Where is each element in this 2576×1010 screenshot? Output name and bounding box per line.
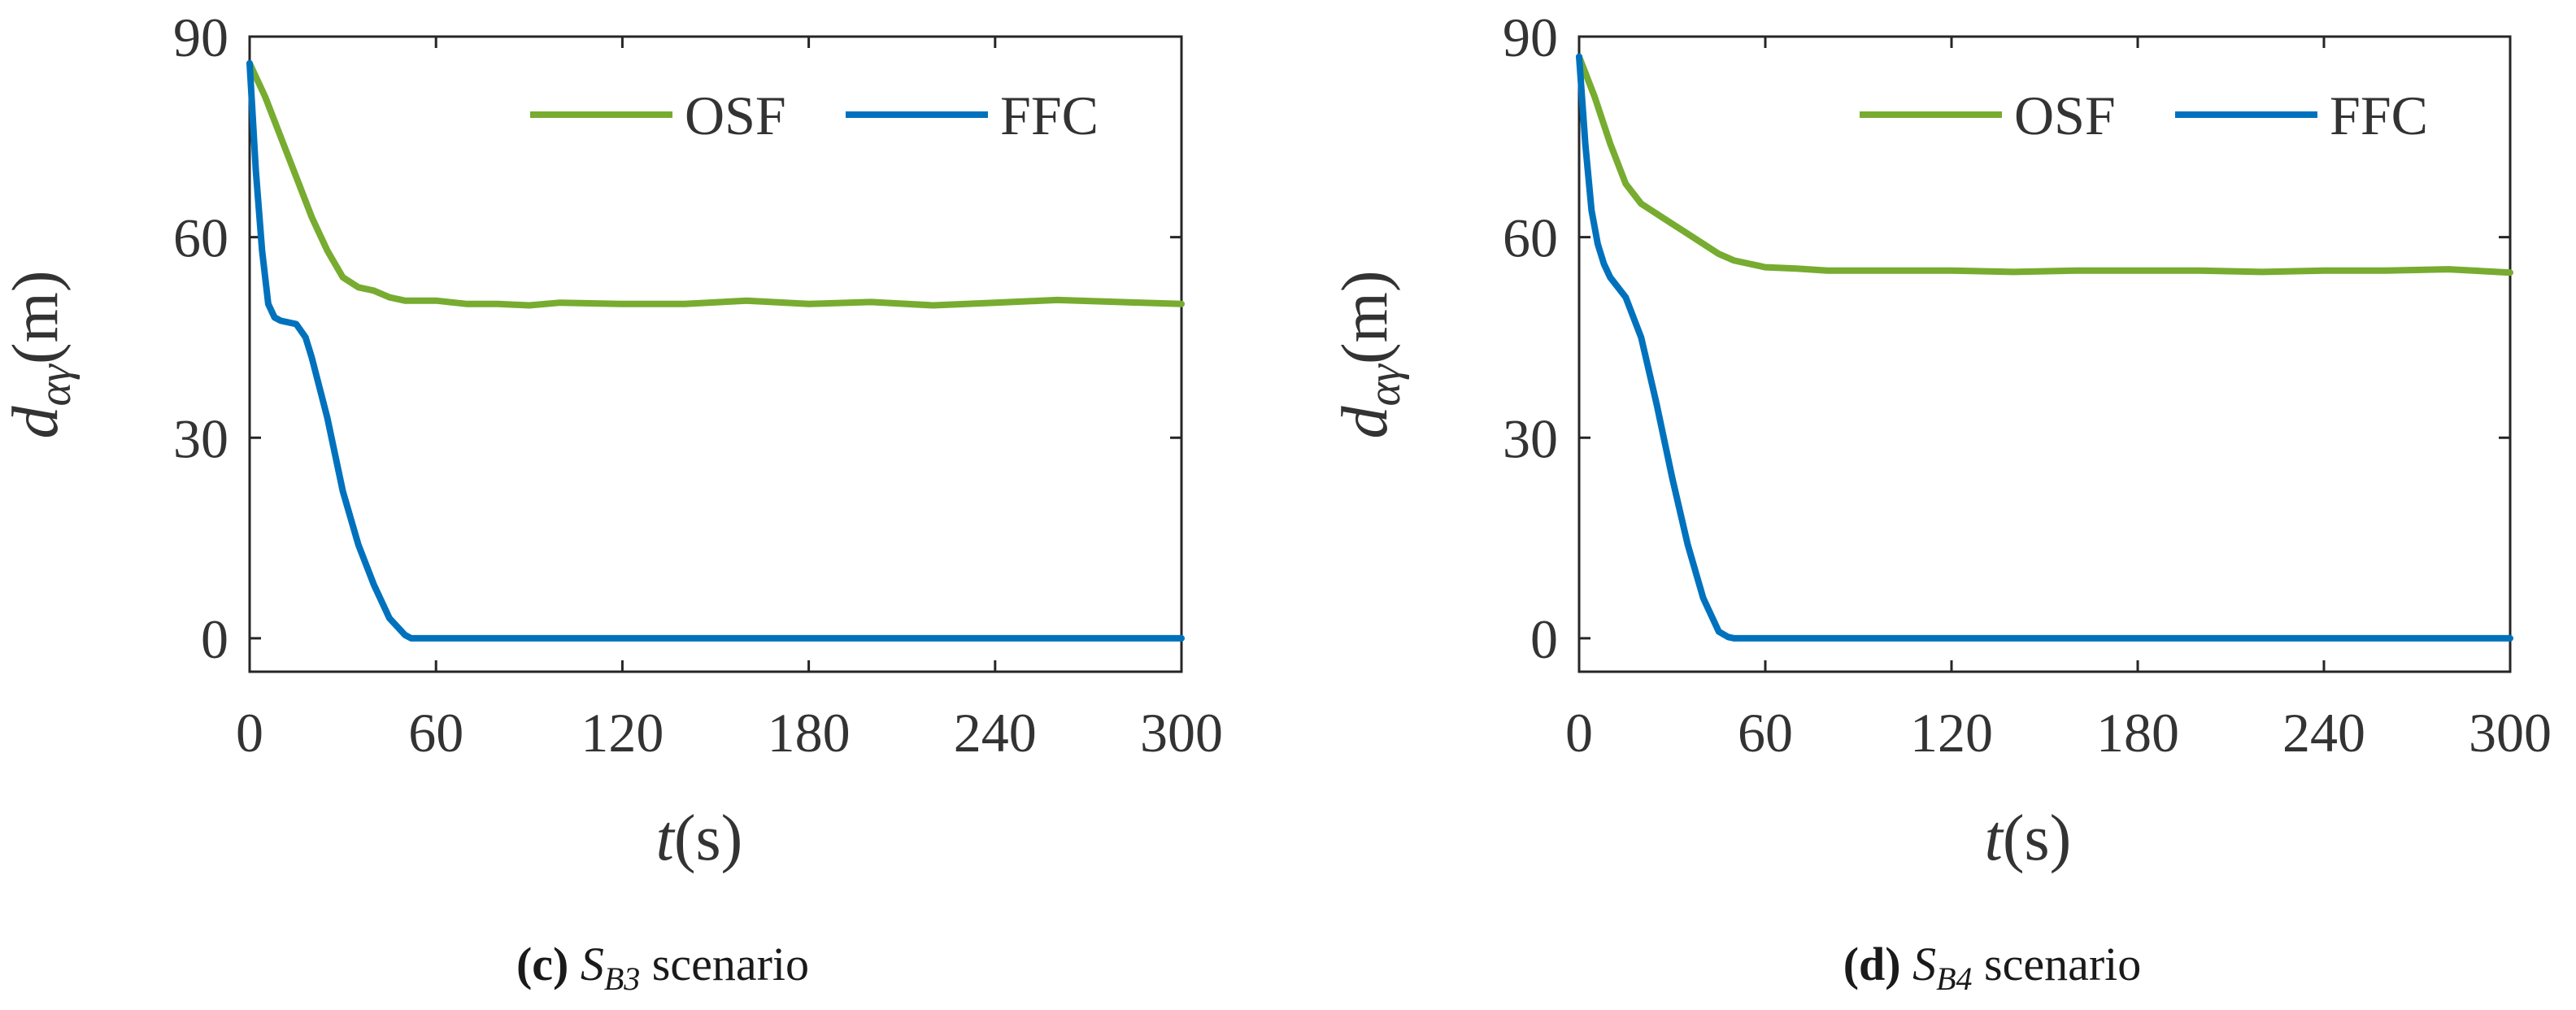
x-tick-label: 180 xyxy=(768,702,851,764)
x-tick-label: 120 xyxy=(581,702,664,764)
x-tick-label: 300 xyxy=(2469,702,2552,764)
caption-text: scenario xyxy=(640,938,809,990)
y-tick-label: 90 xyxy=(173,7,228,68)
caption-letter: (d) xyxy=(1843,938,1901,990)
chart-panel-c: 0 60 120 180 240 300 0 30 60 90 OSF FFC dαγ(m) t(s) (c… xyxy=(0,7,1223,997)
x-axis-label-unit: (s) xyxy=(2003,803,2071,874)
x-tick-label: 240 xyxy=(954,702,1037,764)
y-axis-label-unit: (m) xyxy=(0,271,72,365)
series-line-ffc xyxy=(246,59,1185,642)
legend: OSF FFC xyxy=(1860,85,2428,146)
caption-symbol: S xyxy=(581,938,604,990)
caption-symbol: S xyxy=(1912,938,1936,990)
plot-frame xyxy=(1577,35,2512,673)
y-tick-label: 0 xyxy=(1530,608,1558,670)
legend-label-osf: OSF xyxy=(685,85,786,146)
x-axis-label: t(s) xyxy=(656,803,743,874)
chart-panel-d: 0 60 120 180 240 300 0 30 60 90 OSF FFC dαγ(m) t(s) (d… xyxy=(1329,7,2552,997)
panel-caption: (c) SB3 scenario xyxy=(516,938,809,997)
x-tick-label: 120 xyxy=(1910,702,1993,764)
series-line-osf xyxy=(1576,53,2513,276)
x-axis-label-base: t xyxy=(656,803,676,874)
caption-subscript: B3 xyxy=(604,960,640,997)
series-line-ffc xyxy=(1576,53,2513,642)
x-tick-label: 0 xyxy=(236,702,263,764)
y-axis-label-subscript: αγ xyxy=(1360,363,1410,406)
x-tick-label: 60 xyxy=(1738,702,1793,764)
x-tick-label: 180 xyxy=(2096,702,2179,764)
caption-letter: (c) xyxy=(516,938,568,990)
y-axis-label: dαγ(m) xyxy=(1329,271,1410,439)
legend-label-ffc: FFC xyxy=(1000,85,1099,146)
y-tick-label: 30 xyxy=(1503,407,1558,469)
caption-text: scenario xyxy=(1973,938,2142,990)
y-axis-label: dαγ(m) xyxy=(0,271,80,439)
panel-caption: (d) SB4 scenario xyxy=(1843,938,2142,997)
caption-subscript: B4 xyxy=(1936,960,1972,997)
x-tick-label: 0 xyxy=(1565,702,1593,764)
y-tick-label: 90 xyxy=(1503,7,1558,68)
y-axis-label-base: d xyxy=(1329,405,1401,438)
y-tick-label: 0 xyxy=(201,608,228,670)
legend: OSF FFC xyxy=(530,85,1099,146)
y-axis-label-base: d xyxy=(0,405,72,438)
legend-label-ffc: FFC xyxy=(2330,85,2428,146)
plot-frame xyxy=(248,35,1183,673)
legend-label-osf: OSF xyxy=(2014,85,2116,146)
x-axis-label-unit: (s) xyxy=(674,803,742,874)
y-axis-label-subscript: αγ xyxy=(30,363,80,406)
x-tick-label: 240 xyxy=(2282,702,2365,764)
x-axis-label-base: t xyxy=(1985,803,2004,874)
y-tick-label: 60 xyxy=(1503,207,1558,269)
x-tick-label: 60 xyxy=(408,702,463,764)
y-tick-label: 60 xyxy=(173,207,228,269)
y-tick-label: 30 xyxy=(173,407,228,469)
series-line-osf xyxy=(246,59,1185,309)
x-tick-label: 300 xyxy=(1140,702,1223,764)
y-axis-label-unit: (m) xyxy=(1329,271,1401,365)
x-axis-label: t(s) xyxy=(1985,803,2072,874)
